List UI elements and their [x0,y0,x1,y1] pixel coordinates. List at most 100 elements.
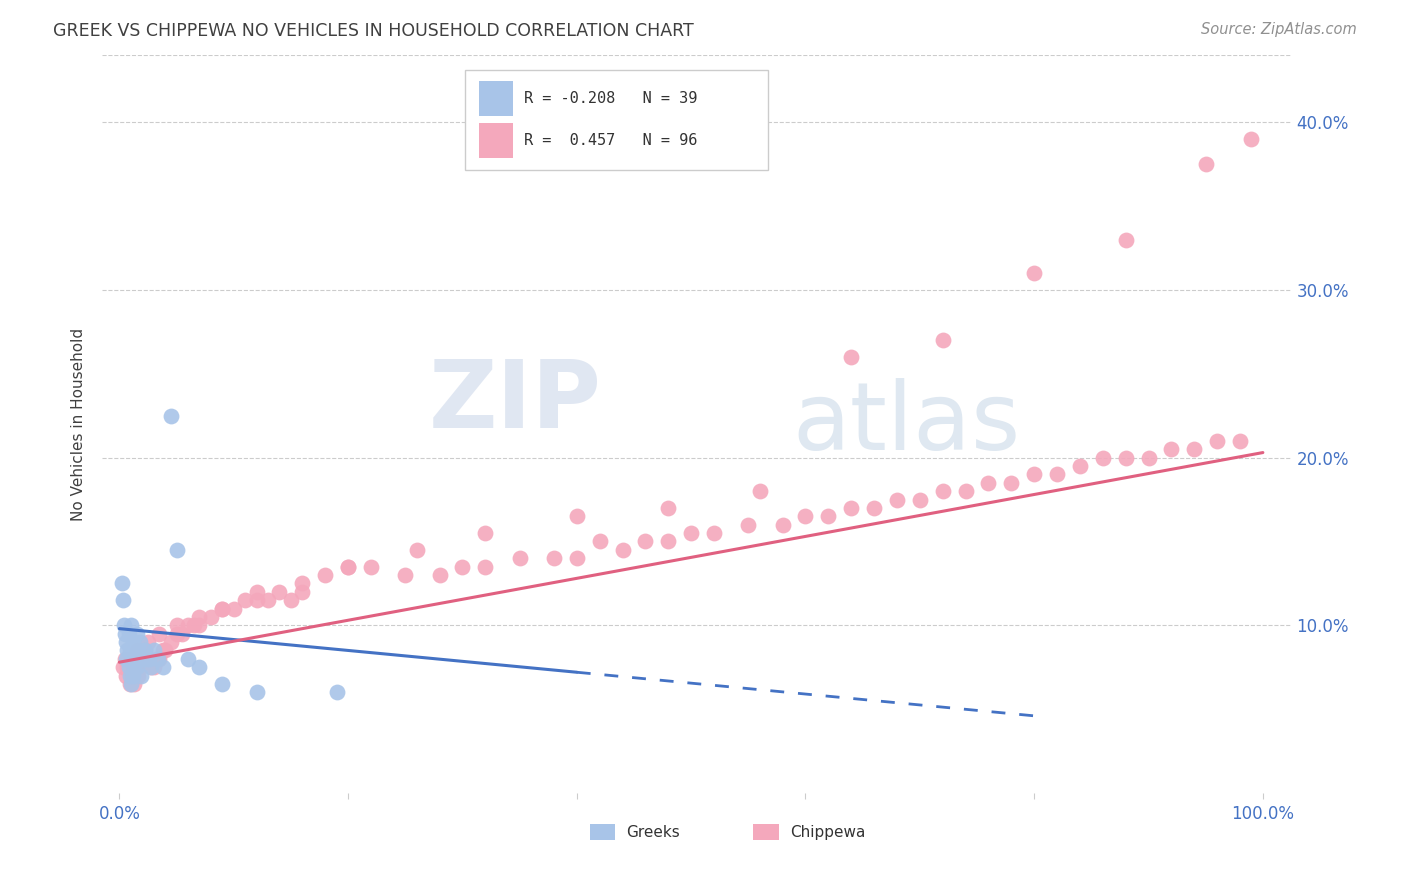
Point [211,601,233,615]
Point [141,660,163,674]
Point [565,551,588,566]
Point [124,660,146,674]
Point [1115,450,1137,465]
Point [118,668,141,682]
Point [245,593,267,607]
Point [222,601,245,615]
Point [131,652,153,666]
Text: Source: ZipAtlas.com: Source: ZipAtlas.com [1201,22,1357,37]
Point [111,593,134,607]
Point [817,509,839,524]
Point [634,534,657,549]
Point [1115,233,1137,247]
Point [142,660,165,674]
Point [1091,450,1114,465]
Point [129,635,152,649]
Point [128,652,150,666]
Point [543,551,565,566]
Point [1069,458,1091,473]
Point [127,643,149,657]
Point [122,668,145,682]
Point [148,626,170,640]
Point [955,484,977,499]
Point [360,559,382,574]
Point [177,618,200,632]
Point [200,610,222,624]
FancyBboxPatch shape [479,123,513,159]
Point [159,409,181,423]
Point [166,542,188,557]
Point [291,576,314,591]
Point [112,618,135,632]
Text: R = -0.208   N = 39: R = -0.208 N = 39 [524,91,697,106]
Point [1137,450,1160,465]
Point [1206,434,1229,448]
Point [405,542,427,557]
Text: Chippewa: Chippewa [790,825,865,839]
Point [839,500,862,515]
Point [117,626,139,640]
Point [1160,442,1182,457]
Point [111,660,134,674]
Point [124,643,146,657]
Point [114,652,136,666]
Point [153,643,176,657]
Point [121,652,143,666]
Point [127,668,149,682]
Point [129,668,152,682]
Point [337,559,360,574]
Point [134,643,156,657]
Point [474,526,496,541]
Point [429,568,451,582]
Point [703,526,725,541]
Point [1229,434,1251,448]
Point [125,643,148,657]
Point [115,668,138,682]
Text: atlas: atlas [792,378,1021,470]
Point [291,584,314,599]
Point [114,626,136,640]
Point [280,593,302,607]
Point [148,652,170,666]
Point [129,660,152,674]
Point [117,660,139,674]
Point [772,517,794,532]
Point [863,500,886,515]
Point [737,517,759,532]
Point [122,677,145,691]
Point [141,660,163,674]
Point [257,593,280,607]
Point [117,652,139,666]
Point [931,333,953,347]
Point [1024,467,1046,482]
Point [1240,132,1263,146]
FancyBboxPatch shape [479,81,513,116]
Point [325,685,347,699]
FancyBboxPatch shape [465,70,768,169]
Point [120,652,142,666]
Point [166,626,188,640]
Point [166,618,188,632]
Point [657,500,679,515]
Point [117,643,139,657]
Text: ZIP: ZIP [429,356,602,448]
Text: GREEK VS CHIPPEWA NO VEHICLES IN HOUSEHOLD CORRELATION CHART: GREEK VS CHIPPEWA NO VEHICLES IN HOUSEHO… [53,22,695,40]
Point [115,635,138,649]
Point [188,610,211,624]
Point [908,492,931,507]
Point [588,534,610,549]
Point [136,635,159,649]
Point [177,652,200,666]
Point [131,652,153,666]
Point [125,660,148,674]
Point [122,635,145,649]
Point [245,685,267,699]
Point [122,660,145,674]
Point [474,559,496,574]
Point [931,484,953,499]
Point [135,652,157,666]
Point [657,534,679,549]
Point [172,626,194,640]
Point [211,601,233,615]
Point [138,652,160,666]
